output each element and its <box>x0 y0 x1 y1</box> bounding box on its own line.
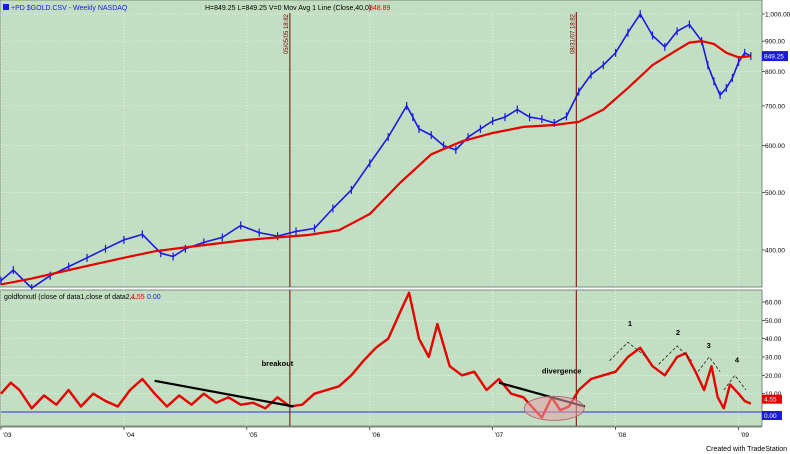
price-vertical-markers: 05/05/05 18:82 08/31/07 18:82 <box>284 12 577 287</box>
oscillator-tick-label: 30.00 <box>765 355 782 362</box>
last-price-label: 849.25 <box>764 54 784 61</box>
wave-annotation-line <box>658 345 693 365</box>
oscillator-tick-label: 50.00 <box>765 318 782 325</box>
oscillator-header-value2: 0.00 <box>147 294 161 301</box>
last-price-box <box>762 51 788 62</box>
oscillator-zero-label: 0.00 <box>764 413 777 420</box>
oscillator-tick-label: 60.00 <box>765 300 782 307</box>
price-tick-label: 500.00 <box>765 190 785 197</box>
x-tick-label: '09 <box>741 432 750 439</box>
price-panel: 05/05/05 18:82 08/31/07 18:82 1,000.00 900… <box>0 0 790 293</box>
price-header-ma-value: 848.89 <box>369 5 391 12</box>
x-tick-label: '08 <box>618 432 627 439</box>
oscillator-plot-area: breakout divergence 1 2 3 4 <box>0 291 752 421</box>
chart-annotation: 4 <box>735 356 740 365</box>
price-header-quote: H=849.25 L=849.25 V=0 Mov Avg 1 Line (Cl… <box>205 5 371 12</box>
price-y-axis: 1,000.00 900.00 800.00 700.00 600.00 500.00 40… <box>762 12 790 255</box>
breakout-trendline <box>154 379 294 408</box>
price-plot-area <box>0 10 752 293</box>
price-tick-label: 400.00 <box>765 248 785 255</box>
x-tick-label: '05 <box>249 432 258 439</box>
vertical-marker-label: 05/05/05 18:82 <box>284 13 290 54</box>
price-tick-label: 900.00 <box>765 39 785 46</box>
x-tick-label: '07 <box>495 432 504 439</box>
price-header-bar <box>1 1 366 13</box>
x-tick-label: '03 <box>3 432 12 439</box>
x-tick-label: '06 <box>372 432 381 439</box>
oscillator-line <box>0 291 752 419</box>
divergence-highlight <box>523 395 585 421</box>
oscillator-header-title: goldforxutl (close of data1,close of dat… <box>4 294 138 301</box>
oscillator-tick-label: 40.00 <box>765 336 782 343</box>
price-tick-label: 1,000.00 <box>765 12 790 19</box>
oscillator-tick-label: 20.00 <box>765 373 782 380</box>
oscillator-zero-box <box>762 411 782 420</box>
moving-average-line <box>0 39 752 286</box>
vertical-marker-label: 08/31/07 18:82 <box>570 13 576 54</box>
chart-annotation: breakout <box>262 359 294 368</box>
oscillator-panel-background <box>0 289 763 427</box>
footer-credit: Created with TradeStation <box>706 446 787 453</box>
oscillator-panel: breakout divergence 1 2 3 4 60.00 50.00 40.00 30… <box>0 289 782 427</box>
price-header-symbol: +PD $GOLD.CSV - Weekly NASDAQ <box>11 5 128 12</box>
wave-annotation-line <box>697 356 721 372</box>
x-tick-label: '04 <box>126 432 135 439</box>
wave-annotation-line <box>723 374 747 391</box>
time-x-axis: '03 '04 '05 '06 '07 '08 '09 <box>0 426 762 439</box>
chart-annotation: 2 <box>676 328 680 337</box>
oscillator-value-label: 4.55 <box>764 397 777 404</box>
price-tick-label: 800.00 <box>765 69 785 76</box>
symbol-color-swatch <box>3 4 9 10</box>
chart-annotation: 3 <box>707 341 711 350</box>
oscillator-value-box <box>762 394 782 404</box>
wave-annotation-line <box>609 341 647 361</box>
chart-annotation: divergence <box>542 367 582 376</box>
price-tick-label: 700.00 <box>765 103 785 110</box>
oscillator-header-value1: 4.55 <box>131 294 145 301</box>
price-tick-label: 600.00 <box>765 143 785 150</box>
chart-annotation: 1 <box>628 319 632 328</box>
